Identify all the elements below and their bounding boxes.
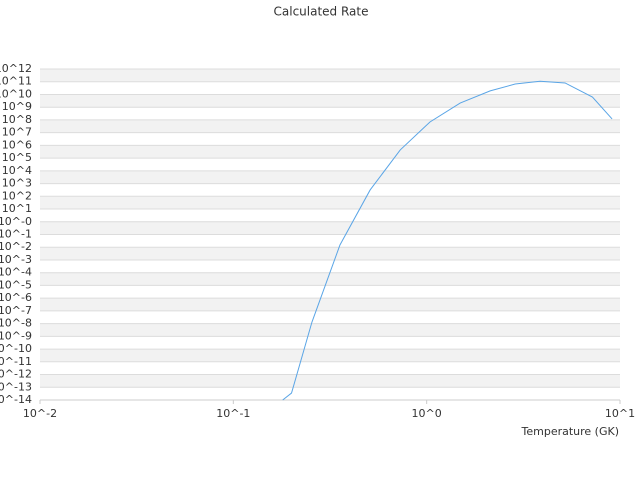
y-tick-label: 10^2	[2, 189, 32, 202]
y-tick-label: 10^-5	[0, 278, 32, 291]
data-line	[282, 80, 613, 401]
y-tick-label: 10^-0	[0, 215, 32, 228]
grid-band	[40, 94, 620, 108]
y-tick-label: 10^8	[2, 113, 32, 126]
y-tick-label: 10^-9	[0, 329, 32, 342]
y-tick-label: 10^1	[2, 202, 32, 215]
x-tick-label: 10^-2	[23, 407, 57, 420]
y-tick-label: 10^10	[0, 87, 32, 100]
grid-band	[40, 247, 620, 260]
y-tick-label: 10^-10	[0, 342, 32, 355]
y-tick-label: 10^5	[2, 151, 32, 164]
y-tick-label: 10^-13	[0, 380, 32, 393]
y-tick-label: 10^-14	[0, 393, 32, 406]
y-tick-label: 10^-2	[0, 240, 32, 253]
y-tick-label: 10^-11	[0, 355, 32, 368]
chart-title: Calculated Rate	[274, 5, 369, 19]
grid-band	[40, 196, 620, 210]
y-tick-label: 10^3	[2, 177, 32, 190]
x-tick-label: 10^-1	[216, 407, 250, 420]
y-tick-label: 10^9	[2, 100, 32, 113]
y-tick-label: 10^4	[2, 164, 32, 177]
grid-band	[40, 272, 620, 286]
y-tick-label: 10^11	[0, 75, 32, 88]
grid-band	[40, 298, 620, 311]
grid-band	[40, 145, 620, 159]
y-tick-label: 10^6	[2, 138, 32, 151]
y-tick-label: 10^7	[2, 126, 32, 139]
grid-band	[40, 69, 620, 82]
x-tick-label: 10^0	[412, 407, 442, 420]
y-tick-label: 10^12	[0, 62, 32, 75]
grid-band	[40, 221, 620, 235]
grid-band	[40, 323, 620, 337]
y-tick-label: 10^-1	[0, 228, 32, 241]
y-tick-label: 10^-6	[0, 291, 32, 304]
grid-band	[40, 374, 620, 388]
y-tick-label: 10^-12	[0, 368, 32, 381]
grid-band	[40, 119, 620, 133]
grid-band	[40, 349, 620, 362]
y-tick-label: 10^-4	[0, 266, 32, 279]
x-axis-label: Temperature (GK)	[521, 425, 620, 438]
y-tick-label: 10^-8	[0, 317, 32, 330]
grid-band	[40, 170, 620, 184]
x-tick-label: 10^1	[605, 407, 635, 420]
y-tick-label: 10^-7	[0, 304, 32, 317]
y-tick-label: 10^-3	[0, 253, 32, 266]
